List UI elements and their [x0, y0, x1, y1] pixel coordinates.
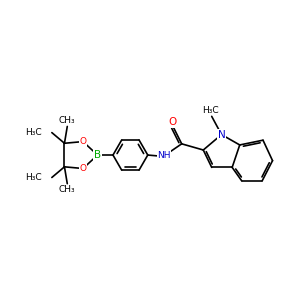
- Text: CH₃: CH₃: [59, 116, 76, 125]
- Text: B: B: [94, 150, 101, 160]
- Text: O: O: [80, 137, 86, 146]
- Text: CH₃: CH₃: [59, 185, 76, 194]
- Text: NH: NH: [157, 151, 171, 160]
- Text: H₃C: H₃C: [26, 128, 42, 137]
- Text: O: O: [168, 117, 177, 127]
- Text: H₃C: H₃C: [26, 173, 42, 182]
- Text: N: N: [218, 130, 225, 140]
- Text: H₃C: H₃C: [202, 106, 219, 115]
- Text: O: O: [80, 164, 86, 173]
